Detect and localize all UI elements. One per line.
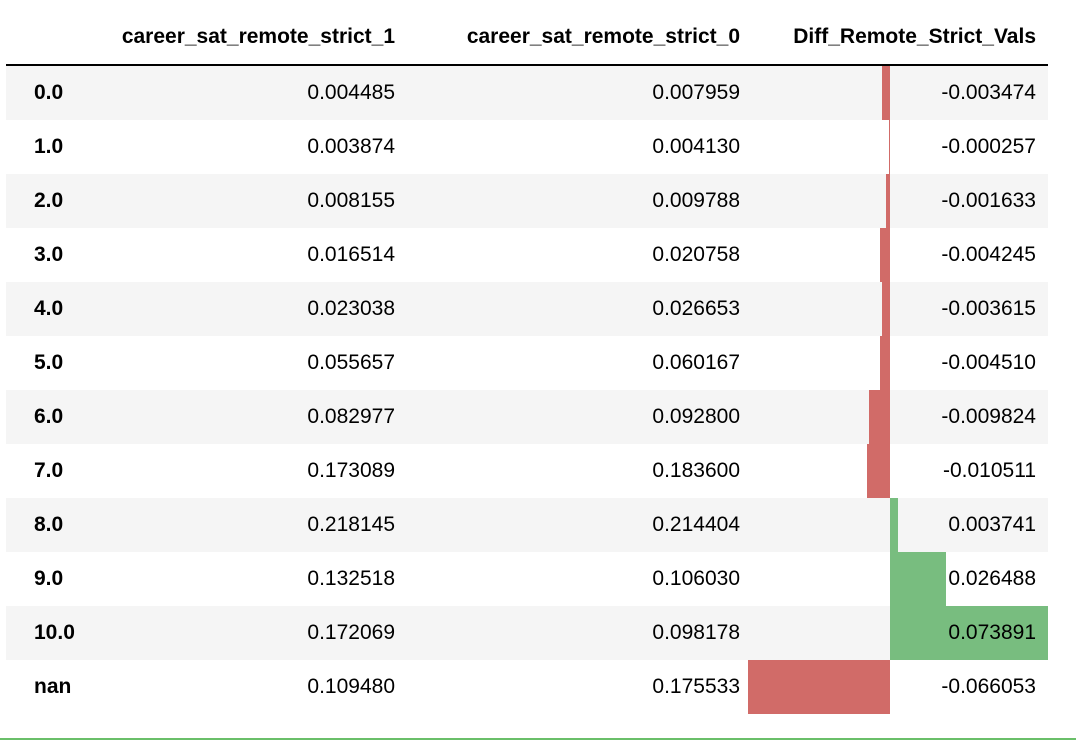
cell-diff-remote-strict-vals: -0.066053 (748, 660, 1048, 714)
diff-bar (881, 282, 890, 336)
cell-career-sat-remote-strict-0: 0.183600 (652, 459, 740, 482)
cell-diff-remote-strict-vals: -0.000257 (748, 120, 1048, 174)
cell-career-sat-remote-strict-1: 0.008155 (307, 189, 395, 212)
row-index: 6.0 (34, 405, 64, 428)
diff-bar (867, 444, 890, 498)
diff-value: 0.026488 (948, 567, 1036, 590)
cell-career-sat-remote-strict-1: 0.132518 (307, 567, 395, 590)
cell-career-sat-remote-strict-0: 0.098178 (652, 621, 740, 644)
diff-value: 0.073891 (948, 621, 1036, 644)
diff-bar (882, 66, 890, 120)
diff-bar (889, 498, 898, 552)
table-row: 3.0 0.016514 0.020758 -0.004245 (6, 228, 1048, 282)
diff-bar (748, 660, 890, 714)
cell-career-sat-remote-strict-1: 0.004485 (307, 81, 395, 104)
table-row: nan 0.109480 0.175533 -0.066053 (6, 660, 1048, 714)
cell-diff-remote-strict-vals: -0.009824 (748, 390, 1048, 444)
cell-diff-remote-strict-vals: -0.003474 (748, 66, 1048, 120)
diff-bar (889, 120, 891, 174)
cell-diff-remote-strict-vals: -0.004245 (748, 228, 1048, 282)
cell-career-sat-remote-strict-1: 0.109480 (307, 675, 395, 698)
cell-career-sat-remote-strict-1: 0.173089 (307, 459, 395, 482)
cell-diff-remote-strict-vals: -0.003615 (748, 282, 1048, 336)
column-header-career-sat-remote-strict-0: career_sat_remote_strict_0 (466, 25, 740, 48)
row-index: 3.0 (34, 243, 64, 266)
diff-value: -0.003474 (941, 81, 1036, 104)
diff-bar (879, 336, 890, 390)
cell-career-sat-remote-strict-1: 0.082977 (307, 405, 395, 428)
cell-career-sat-remote-strict-0: 0.175533 (652, 675, 740, 698)
row-index: 9.0 (34, 567, 64, 590)
diff-value: -0.010511 (942, 459, 1036, 482)
diff-bar (889, 552, 947, 606)
diff-bar (889, 606, 1048, 660)
table-row: 5.0 0.055657 0.060167 -0.004510 (6, 336, 1048, 390)
cell-diff-remote-strict-vals: 0.073891 (748, 606, 1048, 660)
row-index: 5.0 (34, 351, 64, 374)
cell-career-sat-remote-strict-0: 0.026653 (652, 297, 740, 320)
table-row: 4.0 0.023038 0.026653 -0.003615 (6, 282, 1048, 336)
row-index: nan (34, 675, 72, 698)
cell-diff-remote-strict-vals: 0.026488 (748, 552, 1048, 606)
table-row: 10.0 0.172069 0.098178 0.073891 (6, 606, 1048, 660)
column-header-career-sat-remote-strict-1: career_sat_remote_strict_1 (121, 25, 395, 48)
table-row: 1.0 0.003874 0.004130 -0.000257 (6, 120, 1048, 174)
diff-bar (868, 390, 890, 444)
table-header-row: career_sat_remote_strict_1 career_sat_re… (6, 12, 1048, 66)
row-index: 10.0 (34, 621, 75, 644)
diff-value: -0.004245 (941, 243, 1036, 266)
diff-value: 0.003741 (948, 513, 1036, 536)
dataframe-table: career_sat_remote_strict_1 career_sat_re… (6, 12, 1048, 714)
diff-value: -0.003615 (941, 297, 1036, 320)
row-index: 7.0 (34, 459, 64, 482)
cell-diff-remote-strict-vals: -0.001633 (748, 174, 1048, 228)
row-index: 2.0 (34, 189, 64, 212)
cell-career-sat-remote-strict-0: 0.020758 (652, 243, 740, 266)
cell-career-sat-remote-strict-0: 0.106030 (652, 567, 740, 590)
cell-career-sat-remote-strict-1: 0.016514 (307, 243, 395, 266)
cell-career-sat-remote-strict-1: 0.172069 (307, 621, 395, 644)
diff-value: -0.004510 (941, 351, 1036, 374)
cell-career-sat-remote-strict-0: 0.060167 (652, 351, 740, 374)
table-row: 9.0 0.132518 0.106030 0.026488 (6, 552, 1048, 606)
cell-diff-remote-strict-vals: -0.010511 (748, 444, 1048, 498)
table-row: 7.0 0.173089 0.183600 -0.010511 (6, 444, 1048, 498)
cell-diff-remote-strict-vals: 0.003741 (748, 498, 1048, 552)
table-row: 6.0 0.082977 0.092800 -0.009824 (6, 390, 1048, 444)
cell-career-sat-remote-strict-1: 0.218145 (307, 513, 395, 536)
diff-value: -0.009824 (941, 405, 1036, 428)
index-header (6, 12, 78, 64)
cell-career-sat-remote-strict-0: 0.009788 (652, 189, 740, 212)
cell-career-sat-remote-strict-1: 0.055657 (307, 351, 395, 374)
diff-bar (880, 228, 890, 282)
row-index: 4.0 (34, 297, 64, 320)
cell-career-sat-remote-strict-0: 0.214404 (652, 513, 740, 536)
cell-career-sat-remote-strict-0: 0.004130 (652, 135, 740, 158)
column-header-diff-remote-strict-vals: Diff_Remote_Strict_Vals (793, 25, 1036, 48)
cell-career-sat-remote-strict-0: 0.092800 (652, 405, 740, 428)
diff-value: -0.000257 (941, 135, 1036, 158)
diff-value: -0.066053 (941, 675, 1036, 698)
cell-career-sat-remote-strict-1: 0.023038 (307, 297, 395, 320)
table-row: 8.0 0.218145 0.214404 0.003741 (6, 498, 1048, 552)
table-body: 0.0 0.004485 0.007959 -0.003474 1.0 0.003874 0… (6, 66, 1048, 714)
cell-career-sat-remote-strict-1: 0.003874 (307, 135, 395, 158)
row-index: 0.0 (34, 81, 64, 104)
cell-bottom-border (0, 738, 1076, 740)
table-row: 2.0 0.008155 0.009788 -0.001633 (6, 174, 1048, 228)
cell-career-sat-remote-strict-0: 0.007959 (652, 81, 740, 104)
table-row: 0.0 0.004485 0.007959 -0.003474 (6, 66, 1048, 120)
row-index: 1.0 (34, 135, 64, 158)
diff-value: -0.001633 (941, 189, 1036, 212)
row-index: 8.0 (34, 513, 64, 536)
cell-diff-remote-strict-vals: -0.004510 (748, 336, 1048, 390)
diff-bar (886, 174, 890, 228)
